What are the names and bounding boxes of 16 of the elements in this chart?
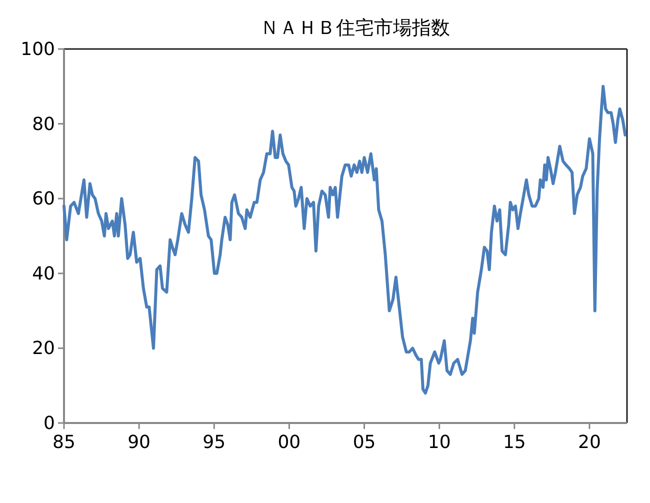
y-tick-label: 100 xyxy=(20,39,55,60)
y-tick-label: 80 xyxy=(32,114,55,135)
x-tick-label: 85 xyxy=(52,432,76,453)
y-tick-label: 60 xyxy=(32,188,55,210)
x-tick-label: 90 xyxy=(128,432,151,453)
x-tick-label: 00 xyxy=(278,432,301,453)
line-series xyxy=(62,84,627,395)
x-tick-label: 10 xyxy=(428,432,451,453)
y-tick-label: 0 xyxy=(44,413,55,434)
x-tick-label: 15 xyxy=(502,432,526,453)
x-tick-label: 05 xyxy=(352,432,376,453)
y-tick-label: 40 xyxy=(32,263,55,284)
x-tick-label: 95 xyxy=(202,432,226,453)
chart-title: ＮＡＨＢ住宅市場指数 xyxy=(260,17,450,39)
x-tick-label: 20 xyxy=(578,432,601,453)
y-tick-label: 20 xyxy=(32,338,55,360)
